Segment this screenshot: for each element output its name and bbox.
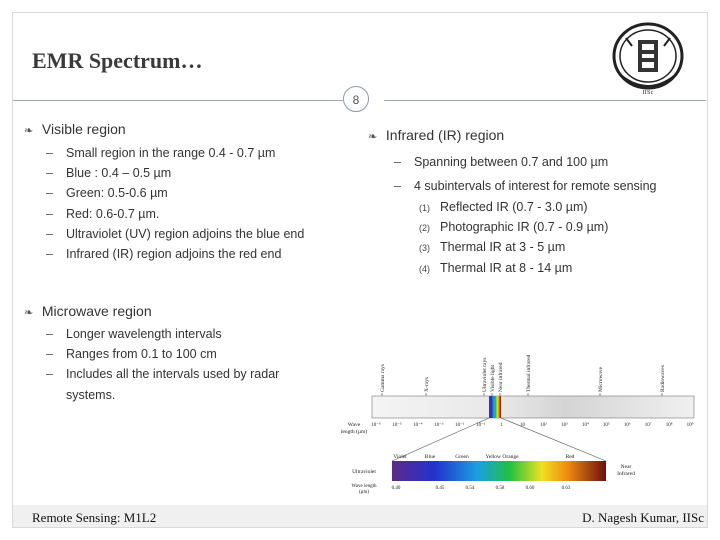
side-label: Ultraviolet bbox=[352, 469, 376, 475]
band-label: Gamma rays bbox=[380, 364, 386, 392]
tick-label: 10⁴ bbox=[582, 422, 589, 428]
visible-region-list: – Small region in the range 0.4 - 0.7 µm … bbox=[46, 143, 304, 264]
list-item: – Small region in the range 0.4 - 0.7 µm bbox=[46, 146, 276, 160]
list-item: – Ranges from 0.1 to 100 cm bbox=[46, 347, 217, 362]
iisc-emblem-icon bbox=[612, 22, 684, 90]
zoom-tick-label: 0.45 bbox=[436, 486, 445, 491]
zoom-axis-label: Wave length bbox=[351, 484, 377, 489]
axis-label: length (µm) bbox=[341, 428, 367, 435]
list-item: –4 subintervals of interest for remote s… bbox=[394, 179, 657, 193]
tick-label: 1 bbox=[500, 423, 503, 428]
color-label: Yellow Orange bbox=[485, 454, 519, 460]
band-label: Microwave bbox=[598, 366, 604, 392]
list-item: – Longer wavelength intervals bbox=[46, 327, 222, 341]
infrared-region-heading: ❧ Infrared (IR) region bbox=[368, 127, 504, 143]
zoom-axis-label: (µm) bbox=[359, 490, 369, 495]
tick-label: 10⁷ bbox=[645, 422, 652, 428]
list-item: systems. bbox=[66, 387, 116, 402]
bullet-icon: ❧ bbox=[24, 125, 34, 137]
color-label: Violet bbox=[393, 454, 407, 460]
microwave-region-heading: ❧ Microwave region bbox=[24, 303, 152, 319]
list-item: – Ultraviolet (UV) region adjoins the blu… bbox=[46, 226, 305, 241]
tick-label: 10⁻⁵ bbox=[392, 422, 402, 428]
title-divider-right bbox=[384, 100, 706, 101]
zoom-tick-label: 0.58 bbox=[496, 486, 505, 491]
list-item: – Infrared (IR) region adjoins the red en… bbox=[46, 246, 282, 261]
tick-label: 10⁻² bbox=[455, 422, 465, 428]
microwave-region-heading-text: Microwave region bbox=[41, 303, 152, 319]
infrared-region-heading-text: Infrared (IR) region bbox=[385, 127, 505, 143]
list-item: (2) Photographic IR (0.7 - 0.9 µm) bbox=[419, 220, 609, 235]
tick-label: 10⁹ bbox=[687, 422, 694, 428]
visible-region-heading: ❧ Visible region bbox=[24, 121, 126, 137]
list-item: – Spanning between 0.7 and 100 µm bbox=[394, 155, 609, 169]
tick-label: 10⁵ bbox=[603, 422, 610, 428]
visible-slice bbox=[489, 396, 501, 418]
list-item: (3) Thermal IR at 3 - 5 µm bbox=[419, 240, 566, 255]
slide-title: EMR Spectrum… bbox=[32, 48, 203, 73]
list-item: – Red: 0.6-0.7 µm. bbox=[46, 206, 160, 221]
band-label: Radiowaves bbox=[660, 365, 666, 392]
zoom-tick-label: 0.63 bbox=[562, 486, 571, 491]
side-label: Near bbox=[621, 464, 632, 470]
band-label: Ultraviolet rays bbox=[482, 358, 488, 392]
list-item: (4) Thermal IR at 8 - 14 µm bbox=[419, 260, 573, 275]
footer-left: Remote Sensing: M1L2 bbox=[32, 510, 157, 525]
tick-label: 10⁻¹ bbox=[476, 422, 486, 428]
bullet-icon: ❧ bbox=[368, 131, 378, 143]
tick-label: 10⁶ bbox=[624, 422, 631, 428]
visible-zoom-band bbox=[392, 461, 606, 481]
slide-frame bbox=[12, 12, 708, 528]
tick-label: 10² bbox=[540, 422, 547, 428]
color-label: Blue bbox=[425, 454, 436, 460]
tick-label: 10 bbox=[520, 423, 526, 428]
tick-label: 10⁸ bbox=[666, 422, 673, 428]
side-label: Infrared bbox=[617, 470, 635, 477]
infrared-subintervals-list: (1) Reflected IR (0.7 - 3.0 µm) (2) Photog… bbox=[394, 197, 608, 278]
list-item: (1) Reflected IR (0.7 - 3.0 µm) bbox=[419, 200, 588, 214]
list-item: – Includes all the intervals used by rada… bbox=[46, 367, 280, 382]
tick-label: 10⁻⁶ bbox=[371, 422, 381, 428]
spectrum-band bbox=[371, 395, 695, 419]
zoom-tick-label: 0.40 bbox=[392, 486, 401, 491]
tick-label: 10⁻³ bbox=[434, 422, 444, 428]
em-spectrum-figure: Gamma rays X-rays Ultraviolet rays Visible … bbox=[341, 354, 695, 495]
microwave-region-list: – Longer wavelength intervals – Ranges fro… bbox=[46, 324, 279, 405]
color-label: Green bbox=[455, 454, 469, 460]
footer-bar bbox=[13, 505, 707, 527]
band-label: Thermal infrared bbox=[525, 354, 532, 392]
list-item: – Green: 0.5-0.6 µm bbox=[46, 186, 168, 201]
tick-label: 10⁻⁴ bbox=[413, 422, 423, 428]
infrared-region-list: – Spanning between 0.7 and 100 µm –4 subi… bbox=[394, 151, 656, 196]
footer-right: D. Nagesh Kumar, IISc bbox=[582, 510, 704, 525]
list-item: – Blue : 0.4 – 0.5 µm bbox=[46, 166, 172, 181]
zoom-tick-label: 0.60 bbox=[526, 486, 535, 491]
band-label: X-rays bbox=[424, 377, 430, 392]
tick-label: 10³ bbox=[561, 422, 568, 428]
zoom-tick-label: 0.54 bbox=[466, 486, 475, 491]
color-label: Red bbox=[566, 454, 575, 460]
visible-region-heading-text: Visible region bbox=[41, 121, 126, 137]
title-divider-left bbox=[13, 100, 343, 101]
slide-number: 8 bbox=[343, 86, 369, 112]
bullet-icon: ❧ bbox=[24, 307, 34, 319]
band-label: Near infrared bbox=[497, 362, 504, 392]
axis-label: Wave bbox=[348, 422, 361, 428]
logo-text: IISc bbox=[642, 90, 654, 96]
band-label: Visible light bbox=[490, 365, 496, 392]
